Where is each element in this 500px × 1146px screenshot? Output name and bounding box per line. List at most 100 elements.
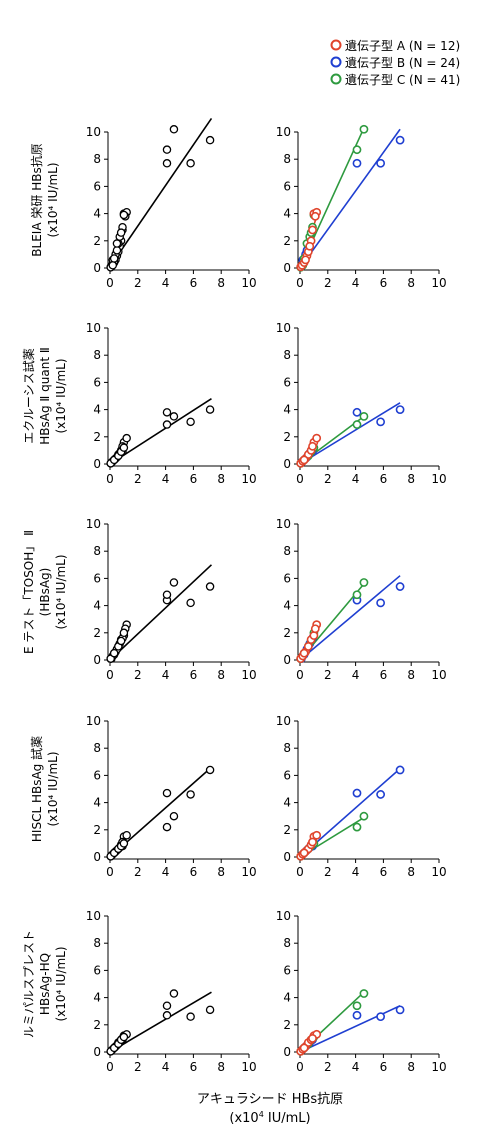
data-point: [162, 1001, 172, 1011]
x-tick-label: 10: [431, 1060, 446, 1074]
y-axis-title-line: HBsAg-HQ: [38, 953, 52, 1015]
x-tick-label: 8: [407, 276, 415, 290]
y-tick-label: 0: [93, 1045, 101, 1059]
data-point-a: [310, 624, 320, 634]
legend-label-a: 遺伝子型 A (N = 12): [345, 38, 460, 53]
y-tick-label: 6: [283, 768, 291, 782]
fit-line-b: [299, 402, 401, 465]
y-tick-label: 10: [86, 517, 101, 531]
data-point: [186, 417, 195, 427]
x-tick-label: 8: [407, 865, 415, 879]
y-tick-label: 6: [283, 571, 291, 585]
y-axis-title-line: BLEIA 栄研 HBs抗原: [29, 143, 44, 256]
x-tick-label: 6: [190, 276, 198, 290]
data-point-c: [359, 578, 369, 587]
y-tick-label: 0: [283, 850, 291, 864]
data-point: [119, 628, 129, 638]
y-tick-label: 2: [93, 626, 101, 640]
panel-5-overall: 00 2 2 4 4 6 6 8 8 10 10: [86, 909, 257, 1074]
legend: 遺伝子型 A (N = 12) 遺伝子型 B (N = 24) 遺伝子型 C (…: [330, 38, 460, 87]
data-point: [205, 582, 215, 591]
y-tick-label: 2: [283, 430, 291, 444]
x-axis-title: アキュラシード HBs抗原 (x104 IU/mL): [197, 1092, 343, 1126]
data-point: [162, 590, 172, 599]
y-tick-label: 4: [93, 796, 101, 810]
y-tick-label: 0: [283, 1045, 291, 1059]
data-point-c: [352, 1001, 362, 1011]
y-tick-label: 6: [93, 963, 101, 977]
y-tick-label: 0: [93, 457, 101, 471]
data-point: [119, 210, 129, 220]
data-point-b: [352, 158, 362, 168]
y-axis-title-2: エクルーシス試薬 HBsAg Ⅱ quant Ⅱ (x10⁴ IU/mL): [21, 347, 68, 444]
panel-4-overall: 00 2 2 4 4 6 6 8 8 10 10: [86, 714, 257, 879]
x-tick-label: 8: [407, 472, 415, 486]
panel-3-overall: 00 2 2 4 4 6 6 8 8 10 10: [86, 517, 257, 682]
y-tick-label: 0: [93, 261, 101, 275]
data-point: [109, 254, 119, 263]
y-tick-label: 8: [93, 741, 101, 755]
y-tick-label: 10: [86, 321, 101, 335]
data-point: [116, 636, 126, 646]
data-point-a: [299, 648, 309, 658]
data-point-a: [310, 211, 320, 221]
x-tick-label: 0: [106, 276, 114, 290]
panel-4-by-genotype: 00 2 2 4 4 6 6 8 8 10 10: [276, 714, 447, 879]
data-point: [162, 822, 172, 832]
data-point: [112, 246, 122, 255]
x-tick-label: 0: [106, 865, 114, 879]
x-tick-label: 8: [217, 865, 225, 879]
data-point-a: [308, 837, 317, 847]
y-tick-label: 4: [283, 796, 291, 810]
x-tick-label: 4: [352, 472, 360, 486]
y-axis-title-3: E テスト「TOSOH」 Ⅱ (HBsAg) (x10⁴ IU/mL): [22, 530, 68, 654]
y-axis-title-line: (x10⁴ IU/mL): [46, 751, 60, 826]
y-tick-label: 10: [276, 321, 291, 335]
panels: BLEIA 栄研 HBs抗原 (x10⁴ IU/mL)00224466881010…: [21, 117, 447, 1074]
y-tick-label: 8: [93, 348, 101, 362]
data-point-c: [359, 124, 369, 134]
data-point-b: [376, 158, 386, 168]
data-point-b: [395, 765, 405, 775]
x-tick-label: 10: [431, 668, 446, 682]
x-tick-label: 4: [352, 1060, 360, 1074]
panel-1-by-genotype: 00 2 2 4 4 6 6 8 8 10 10: [276, 124, 447, 290]
y-axis-title-line: (x10⁴ IU/mL): [54, 358, 68, 433]
data-point: [109, 648, 119, 658]
y-tick-label: 4: [283, 403, 291, 417]
legend-entry-b: 遺伝子型 B (N = 24): [330, 55, 460, 70]
y-tick-label: 8: [93, 936, 101, 950]
x-tick-label: 4: [352, 276, 360, 290]
data-point-c: [352, 420, 362, 429]
x-tick-label: 2: [134, 1060, 142, 1074]
data-point: [169, 412, 179, 421]
y-tick-label: 4: [93, 403, 101, 417]
y-axis-title-line: エクルーシス試薬: [21, 348, 36, 443]
x-tick-label: 2: [134, 668, 142, 682]
legend-label-b: 遺伝子型 B (N = 24): [345, 55, 460, 70]
data-point-a: [308, 225, 317, 235]
panel-3-by-genotype: 00 2 2 4 4 6 6 8 8 10 10: [276, 517, 447, 682]
x-tick-label: 4: [162, 1060, 170, 1074]
y-tick-label: 0: [283, 653, 291, 667]
x-tick-label: 6: [380, 865, 388, 879]
x-tick-label: 8: [217, 1060, 225, 1074]
x-tick-label: 8: [217, 472, 225, 486]
data-point-a: [299, 848, 309, 858]
overall-fit-line: [109, 991, 212, 1053]
y-tick-label: 6: [93, 571, 101, 585]
legend-label-c: 遺伝子型 C (N = 41): [345, 72, 460, 87]
x-tick-label: 2: [134, 276, 142, 290]
data-point: [162, 788, 172, 798]
x-tick-label: 2: [134, 472, 142, 486]
data-point-a: [301, 255, 310, 265]
y-tick-label: 10: [276, 517, 291, 531]
y-tick-label: 0: [93, 850, 101, 864]
y-axis-title-5: ルミパルスプレスト HBsAg-HQ (x10⁴ IU/mL): [22, 930, 68, 1038]
x-tick-label: 8: [407, 668, 415, 682]
y-tick-label: 6: [93, 768, 101, 782]
y-tick-label: 0: [283, 261, 291, 275]
y-tick-label: 2: [283, 1018, 291, 1032]
data-point-c: [359, 989, 369, 998]
